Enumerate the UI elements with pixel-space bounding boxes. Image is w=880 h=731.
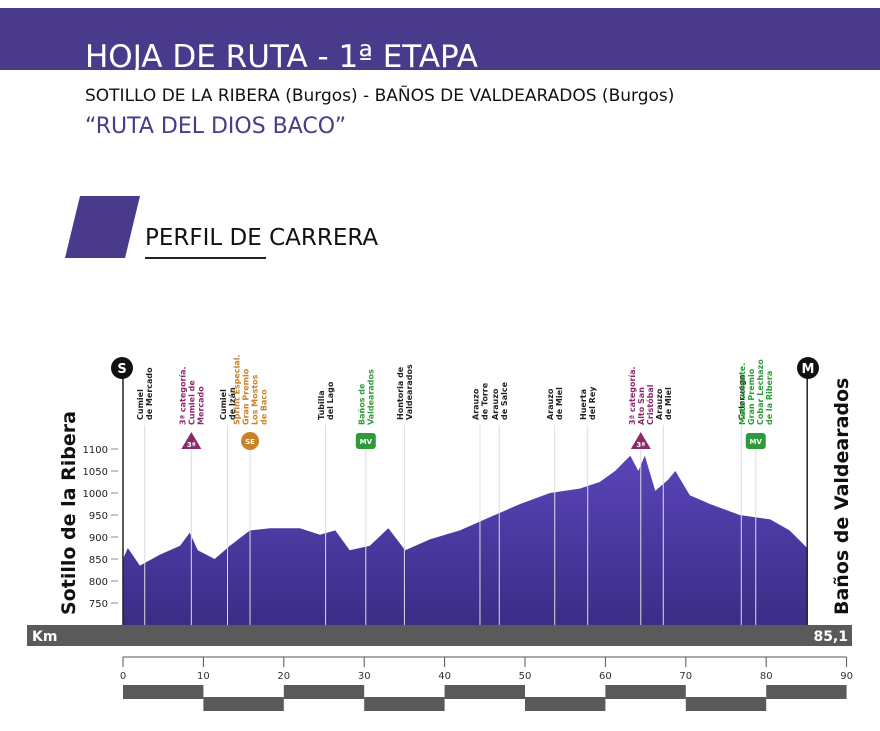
marker-label: Cumiel de [187,380,196,425]
marker-label: Baños de [357,383,366,425]
marker-label: Arauzo [546,388,555,420]
marker-label: Alto San [637,387,646,425]
marker-label: de Torre [480,382,489,420]
marker-label: Arauzo [655,388,664,420]
marker-label: Hontoria de [396,366,405,420]
km-bar [27,625,852,646]
x-tick-label: 40 [438,671,451,682]
start-icon [111,357,133,379]
marker-label: de Miel [555,387,564,420]
scale-segment [685,697,767,711]
section-title: PERFIL DE CARRERA [145,225,378,251]
marker-label: Gran Premio [747,368,756,425]
scale-segment [605,685,686,699]
badge-label: MV [750,438,763,446]
scale-segment [283,685,365,699]
y-tick-label: 1000 [83,489,108,500]
route-name: “RUTA DEL DIOS BACO” [85,114,346,139]
marker-label: Tubilla [317,390,326,420]
marker-label: Los Mostos [251,374,260,425]
y-tick-label: 950 [89,511,108,522]
scale-segment [123,685,204,699]
x-axis-label: Km [32,629,57,645]
scale-segment [766,685,847,699]
marker-label: Cumiel [219,389,228,420]
scale-segment [525,697,606,711]
header-band [0,8,880,70]
x-tick-label: 90 [840,671,853,682]
title: HOJA DE RUTA - 1ª ETAPA [85,39,478,75]
marker-label: Sprint Especial. [233,354,242,425]
finish-symbol: M [802,362,815,377]
badge-label: MV [360,438,373,446]
marker-label: del Rey [588,386,597,420]
x-tick-label: 0 [120,671,126,682]
x-tick-label: 50 [519,671,532,682]
section-icon [65,196,140,258]
marker-label: de la Ribera [765,371,774,425]
badge-label: SE [245,438,255,446]
marker-label: Caleruega [737,374,746,420]
badge [630,432,651,449]
marker-label: Cumiel [136,389,145,420]
finish-label: Baños de Valdearados [831,378,853,615]
badge [745,433,766,449]
marker-label: del Lago [326,381,335,420]
x-tick-label: 80 [760,671,773,682]
marker-label: de Baco [260,389,269,425]
y-tick-label: 900 [89,533,108,544]
marker-label: Cristóbal [645,384,655,425]
badge-label: 3ª [187,441,196,449]
y-tick-label: 850 [89,555,108,566]
distance-label: 85,1 [813,629,848,645]
marker-label: Gran Premio [242,368,251,425]
finish-icon [797,357,819,379]
scale-segment [444,685,525,699]
subtitle: SOTILLO DE LA RIBERA (Burgos) - BAÑOS DE… [85,84,674,106]
scale-segment [203,697,284,711]
marker-label: Huerta [579,389,588,420]
x-tick-label: 30 [358,671,371,682]
x-tick-label: 10 [197,671,210,682]
elevation-area [123,455,808,625]
marker-label: 3ª categoría. [628,366,637,425]
marker-label: Mercado [196,386,205,425]
x-tick-label: 70 [679,671,692,682]
marker-label: Valdearados [366,369,375,425]
scale-segment [364,697,445,711]
badge [355,433,376,449]
marker-label: Arauzo [471,388,480,420]
marker-label: de Miel [664,387,673,420]
y-tick-label: 750 [89,599,108,610]
x-tick-label: 60 [599,671,612,682]
marker-label: de Izán [228,387,237,420]
marker-label: Cobar Lechazo [756,359,765,425]
y-tick-label: 1100 [83,445,108,456]
start-label: Sotillo de la Ribera [58,411,80,615]
y-tick-label: 800 [89,577,108,588]
badge [181,432,202,449]
marker-label: 3ª categoría. [178,366,187,425]
marker-label: de Salce [500,381,509,420]
start-symbol: S [117,362,126,377]
x-tick-label: 20 [277,671,290,682]
badge-label: 3ª [636,441,645,449]
marker-label: Meta volante. [738,363,747,425]
badge [241,432,260,450]
marker-label: Arauzo [491,388,500,420]
marker-label: de Mercado [145,367,154,420]
marker-label: Valdearados [405,364,414,420]
y-tick-label: 1050 [83,467,108,478]
